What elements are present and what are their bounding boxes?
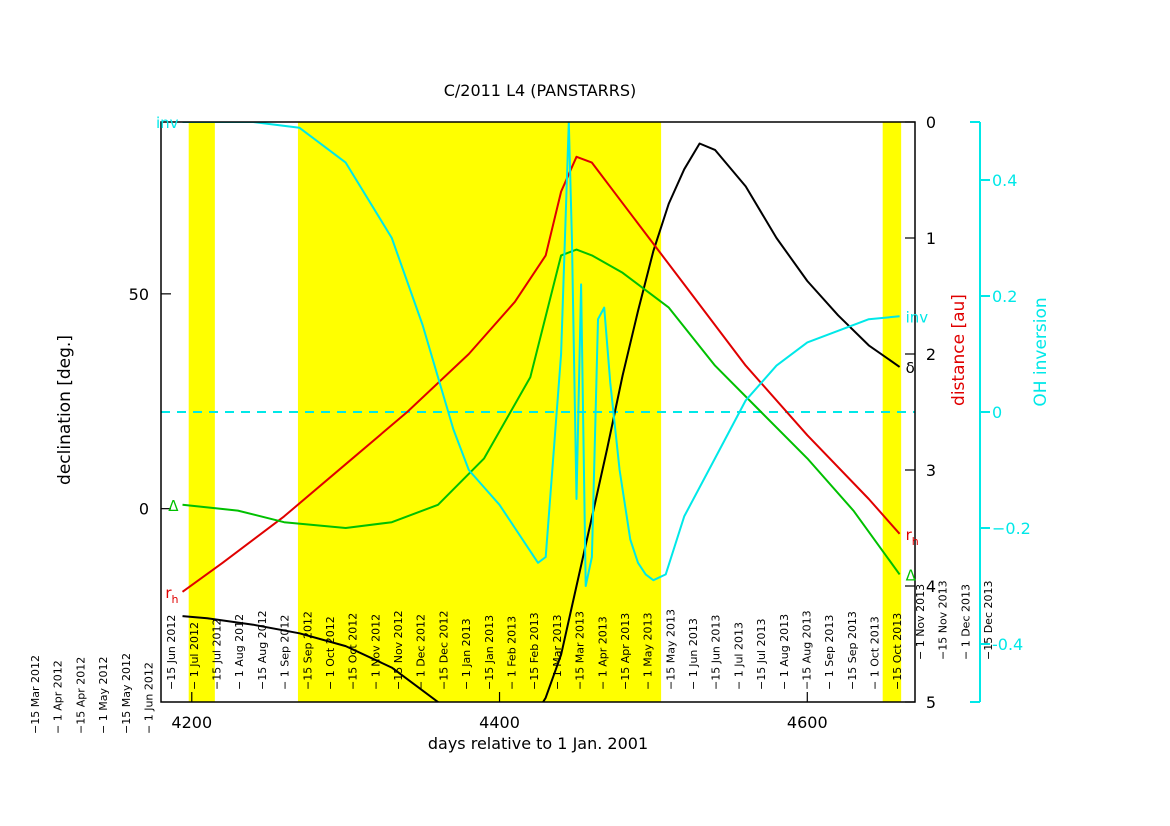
date-label: −15 Apr 2013 xyxy=(619,613,632,690)
date-label: −15 Oct 2012 xyxy=(347,613,360,690)
oh-tick-label: 0.2 xyxy=(992,287,1017,306)
distance-tick-label: 3 xyxy=(926,461,936,480)
date-labels-layer: −15 Mar 2012 − 1 Apr 2012 −15 Apr 2012 − 1 … xyxy=(29,580,995,734)
date-label: −15 May 2013 xyxy=(664,609,677,690)
chart-title: C/2011 L4 (PANSTARRS) xyxy=(444,81,637,100)
date-label: −15 Nov 2013 xyxy=(937,580,950,660)
date-label: −15 Aug 2012 xyxy=(256,610,269,690)
date-label: − 1 Jun 2013 xyxy=(687,618,700,690)
date-label: −15 Jan 2013 xyxy=(483,615,496,690)
oh-tick-label: −0.2 xyxy=(992,519,1031,538)
date-label: −15 Apr 2012 xyxy=(74,657,87,734)
date-label: − 1 Jul 2013 xyxy=(732,622,745,690)
series-line-2 xyxy=(182,248,901,575)
date-label: − 1 Nov 2012 xyxy=(369,614,382,690)
date-label: −15 Dec 2012 xyxy=(437,611,450,691)
date-label: − 1 Apr 2013 xyxy=(596,616,609,690)
oh-tick-label: 0 xyxy=(992,403,1002,422)
curve-label-δ-end: δ xyxy=(906,359,915,377)
series-line-1 xyxy=(181,155,901,593)
series-line-3 xyxy=(182,122,900,587)
curve-label-r_h-start: rh xyxy=(165,584,178,606)
distance-tick-label: 1 xyxy=(926,229,936,248)
date-label: −15 Mar 2012 xyxy=(29,655,42,734)
curve-label-subscript: h xyxy=(172,593,179,606)
date-label: −15 Oct 2013 xyxy=(891,613,904,690)
date-label: −15 Sep 2013 xyxy=(846,611,859,690)
date-label: −15 Jul 2013 xyxy=(755,619,768,690)
date-label: − 1 Nov 2013 xyxy=(914,584,927,660)
date-label: − 1 Oct 2013 xyxy=(869,616,882,690)
left-tick-label: 50 xyxy=(129,285,149,304)
x-tick-label: 4400 xyxy=(479,713,520,732)
x-tick-label: 4200 xyxy=(171,713,212,732)
distance-tick-label: 5 xyxy=(926,693,936,712)
y-axis-label-oh: OH inversion xyxy=(1031,297,1051,406)
date-label: − 1 Mar 2013 xyxy=(551,615,564,690)
oh-tick-label: 0.4 xyxy=(992,171,1017,190)
distance-tick-label: 2 xyxy=(926,345,936,364)
plot-frame xyxy=(160,121,916,703)
oh-tick-label: -0.4 xyxy=(992,635,1023,654)
date-label: −15 Jun 2013 xyxy=(710,615,723,690)
date-label: − 1 Feb 2013 xyxy=(506,616,519,690)
date-label: − 1 May 2012 xyxy=(97,657,110,734)
date-label: − 1 Sep 2012 xyxy=(279,615,292,690)
curve-label-subscript: h xyxy=(912,535,919,548)
x-tick-label: 4600 xyxy=(787,713,828,732)
date-label: − 1 Aug 2013 xyxy=(778,614,791,690)
date-label: − 1 Jul 2012 xyxy=(188,622,201,690)
date-label: −15 Aug 2013 xyxy=(801,610,814,690)
y-axis-label-left: declination [deg.] xyxy=(55,335,75,485)
date-label: − 1 Dec 2013 xyxy=(959,584,972,660)
distance-tick-label: 0 xyxy=(926,113,936,132)
axes-layer: 4200 4400 4600 0 50 0 1 2 3 4 5 -0.4 −0.2 0 0.2 0.4 xyxy=(129,113,1031,732)
date-label: −15 Sep 2012 xyxy=(301,611,314,690)
date-label: − 1 Sep 2013 xyxy=(823,615,836,690)
date-label: − 1 May 2013 xyxy=(642,613,655,690)
curve-label-r_h-end: rh xyxy=(906,526,919,548)
x-axis-label: days relative to 1 Jan. 2001 xyxy=(428,734,648,753)
date-label: −15 Dec 2013 xyxy=(982,581,995,661)
date-label: −15 Nov 2012 xyxy=(392,610,405,690)
date-label: − 1 Aug 2012 xyxy=(233,614,246,690)
y-axis-label-distance: distance [au] xyxy=(949,294,969,406)
date-label: − 1 Oct 2012 xyxy=(324,616,337,690)
date-label: − 1 Jun 2012 xyxy=(143,662,156,734)
distance-tick-label: 4 xyxy=(926,577,936,596)
date-label: −15 Feb 2013 xyxy=(528,612,541,690)
date-label: −15 Mar 2013 xyxy=(574,611,587,690)
date-label: − 1 Dec 2012 xyxy=(415,614,428,690)
series-line-0 xyxy=(182,142,901,702)
curve-label-inv-start: inv xyxy=(156,114,179,132)
text-layer: C/2011 L4 (PANSTARRS) days relative to 1… xyxy=(55,81,1051,753)
curve-label-Δ-start: Δ xyxy=(168,497,179,515)
date-label: −15 May 2012 xyxy=(120,653,133,734)
left-tick-label: 0 xyxy=(139,500,149,519)
series-layer xyxy=(181,122,901,702)
date-label: −15 Jul 2012 xyxy=(211,619,224,690)
date-label: −15 Jun 2012 xyxy=(165,615,178,690)
curve-label-Δ-end: Δ xyxy=(906,566,917,584)
curve-label-inv-end: inv xyxy=(906,308,929,326)
date-label: − 1 Jan 2013 xyxy=(460,618,473,690)
date-label: − 1 Apr 2012 xyxy=(52,660,65,734)
